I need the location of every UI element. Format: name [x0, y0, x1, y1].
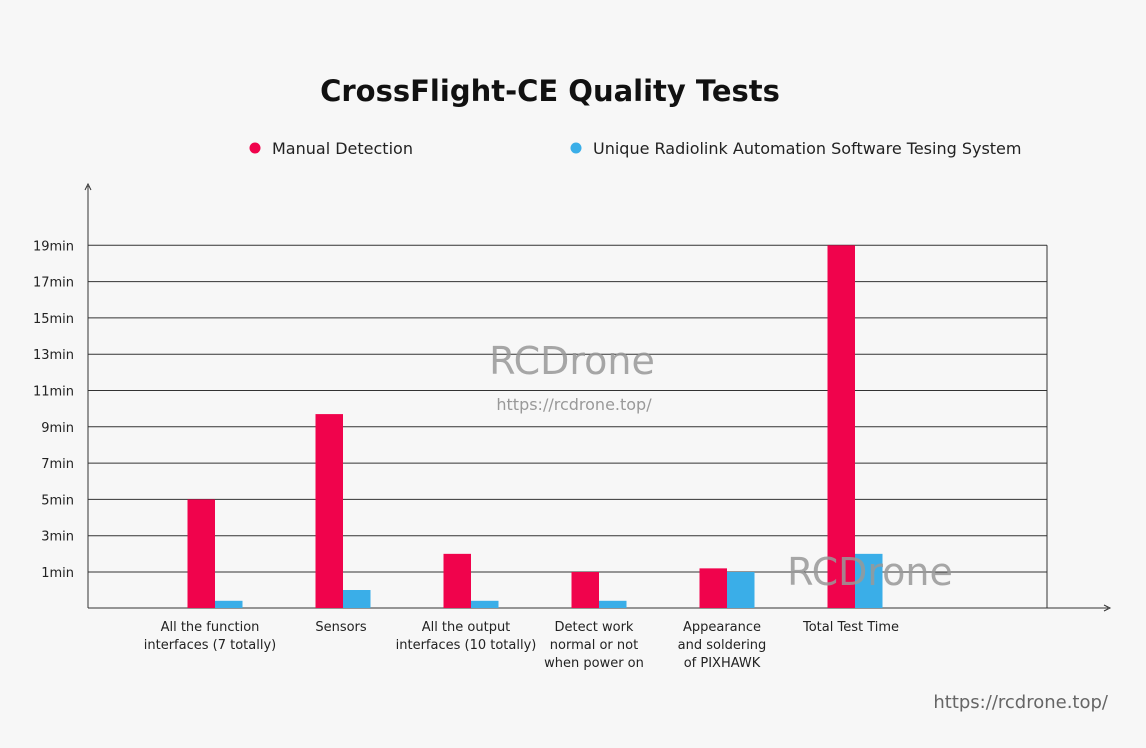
x-category-label: All the function	[161, 620, 260, 635]
x-category-label: All the output	[422, 620, 511, 635]
bar-manual	[443, 553, 471, 608]
x-category-label: interfaces (7 totally)	[144, 638, 276, 653]
x-category-label: Total Test Time	[802, 620, 899, 635]
legend-marker	[249, 142, 261, 154]
x-category-label: and soldering	[678, 638, 767, 653]
y-tick-label: 7min	[41, 457, 74, 472]
watermark-url: https://rcdrone.top/	[933, 692, 1109, 713]
x-category-label: when power on	[544, 656, 644, 671]
legend-marker	[570, 142, 582, 154]
bar-manual	[187, 499, 215, 608]
y-tick-label: 1min	[41, 566, 74, 581]
bar-manual	[827, 245, 855, 609]
bar-automation	[215, 600, 243, 608]
x-category-label: Appearance	[683, 620, 761, 635]
chart-title: CrossFlight-CE Quality Tests	[320, 74, 780, 108]
bar-automation	[855, 553, 883, 608]
y-tick-label: 11min	[33, 385, 74, 400]
y-tick-label: 13min	[33, 348, 74, 363]
bar-manual	[571, 572, 599, 608]
bar-automation	[727, 572, 755, 608]
bar-manual	[315, 414, 343, 608]
y-tick-label: 15min	[33, 312, 74, 327]
watermark-logo: RCDrone	[489, 339, 655, 383]
y-tick-label: 19min	[33, 239, 74, 254]
legend-label: Manual Detection	[272, 139, 413, 158]
legend-label: Unique Radiolink Automation Software Tes…	[593, 139, 1021, 158]
bar-automation	[471, 600, 499, 608]
watermark-logo: RCDrone	[787, 550, 953, 594]
y-tick-label: 5min	[41, 493, 74, 508]
x-category-label: Sensors	[315, 620, 367, 635]
watermark-url: https://rcdrone.top/	[496, 395, 652, 414]
bar-manual	[699, 568, 727, 608]
y-tick-label: 9min	[41, 421, 74, 436]
x-category-label: interfaces (10 totally)	[396, 638, 537, 653]
bar-automation	[343, 590, 371, 608]
x-category-label: normal or not	[550, 638, 638, 653]
y-tick-label: 17min	[33, 276, 74, 291]
x-category-label: of PIXHAWK	[684, 656, 761, 671]
bar-automation	[599, 600, 627, 608]
x-axis-arrow	[1103, 604, 1112, 612]
y-tick-label: 3min	[41, 530, 74, 545]
x-category-label: Detect work	[555, 620, 634, 635]
y-axis-arrow	[84, 182, 92, 191]
